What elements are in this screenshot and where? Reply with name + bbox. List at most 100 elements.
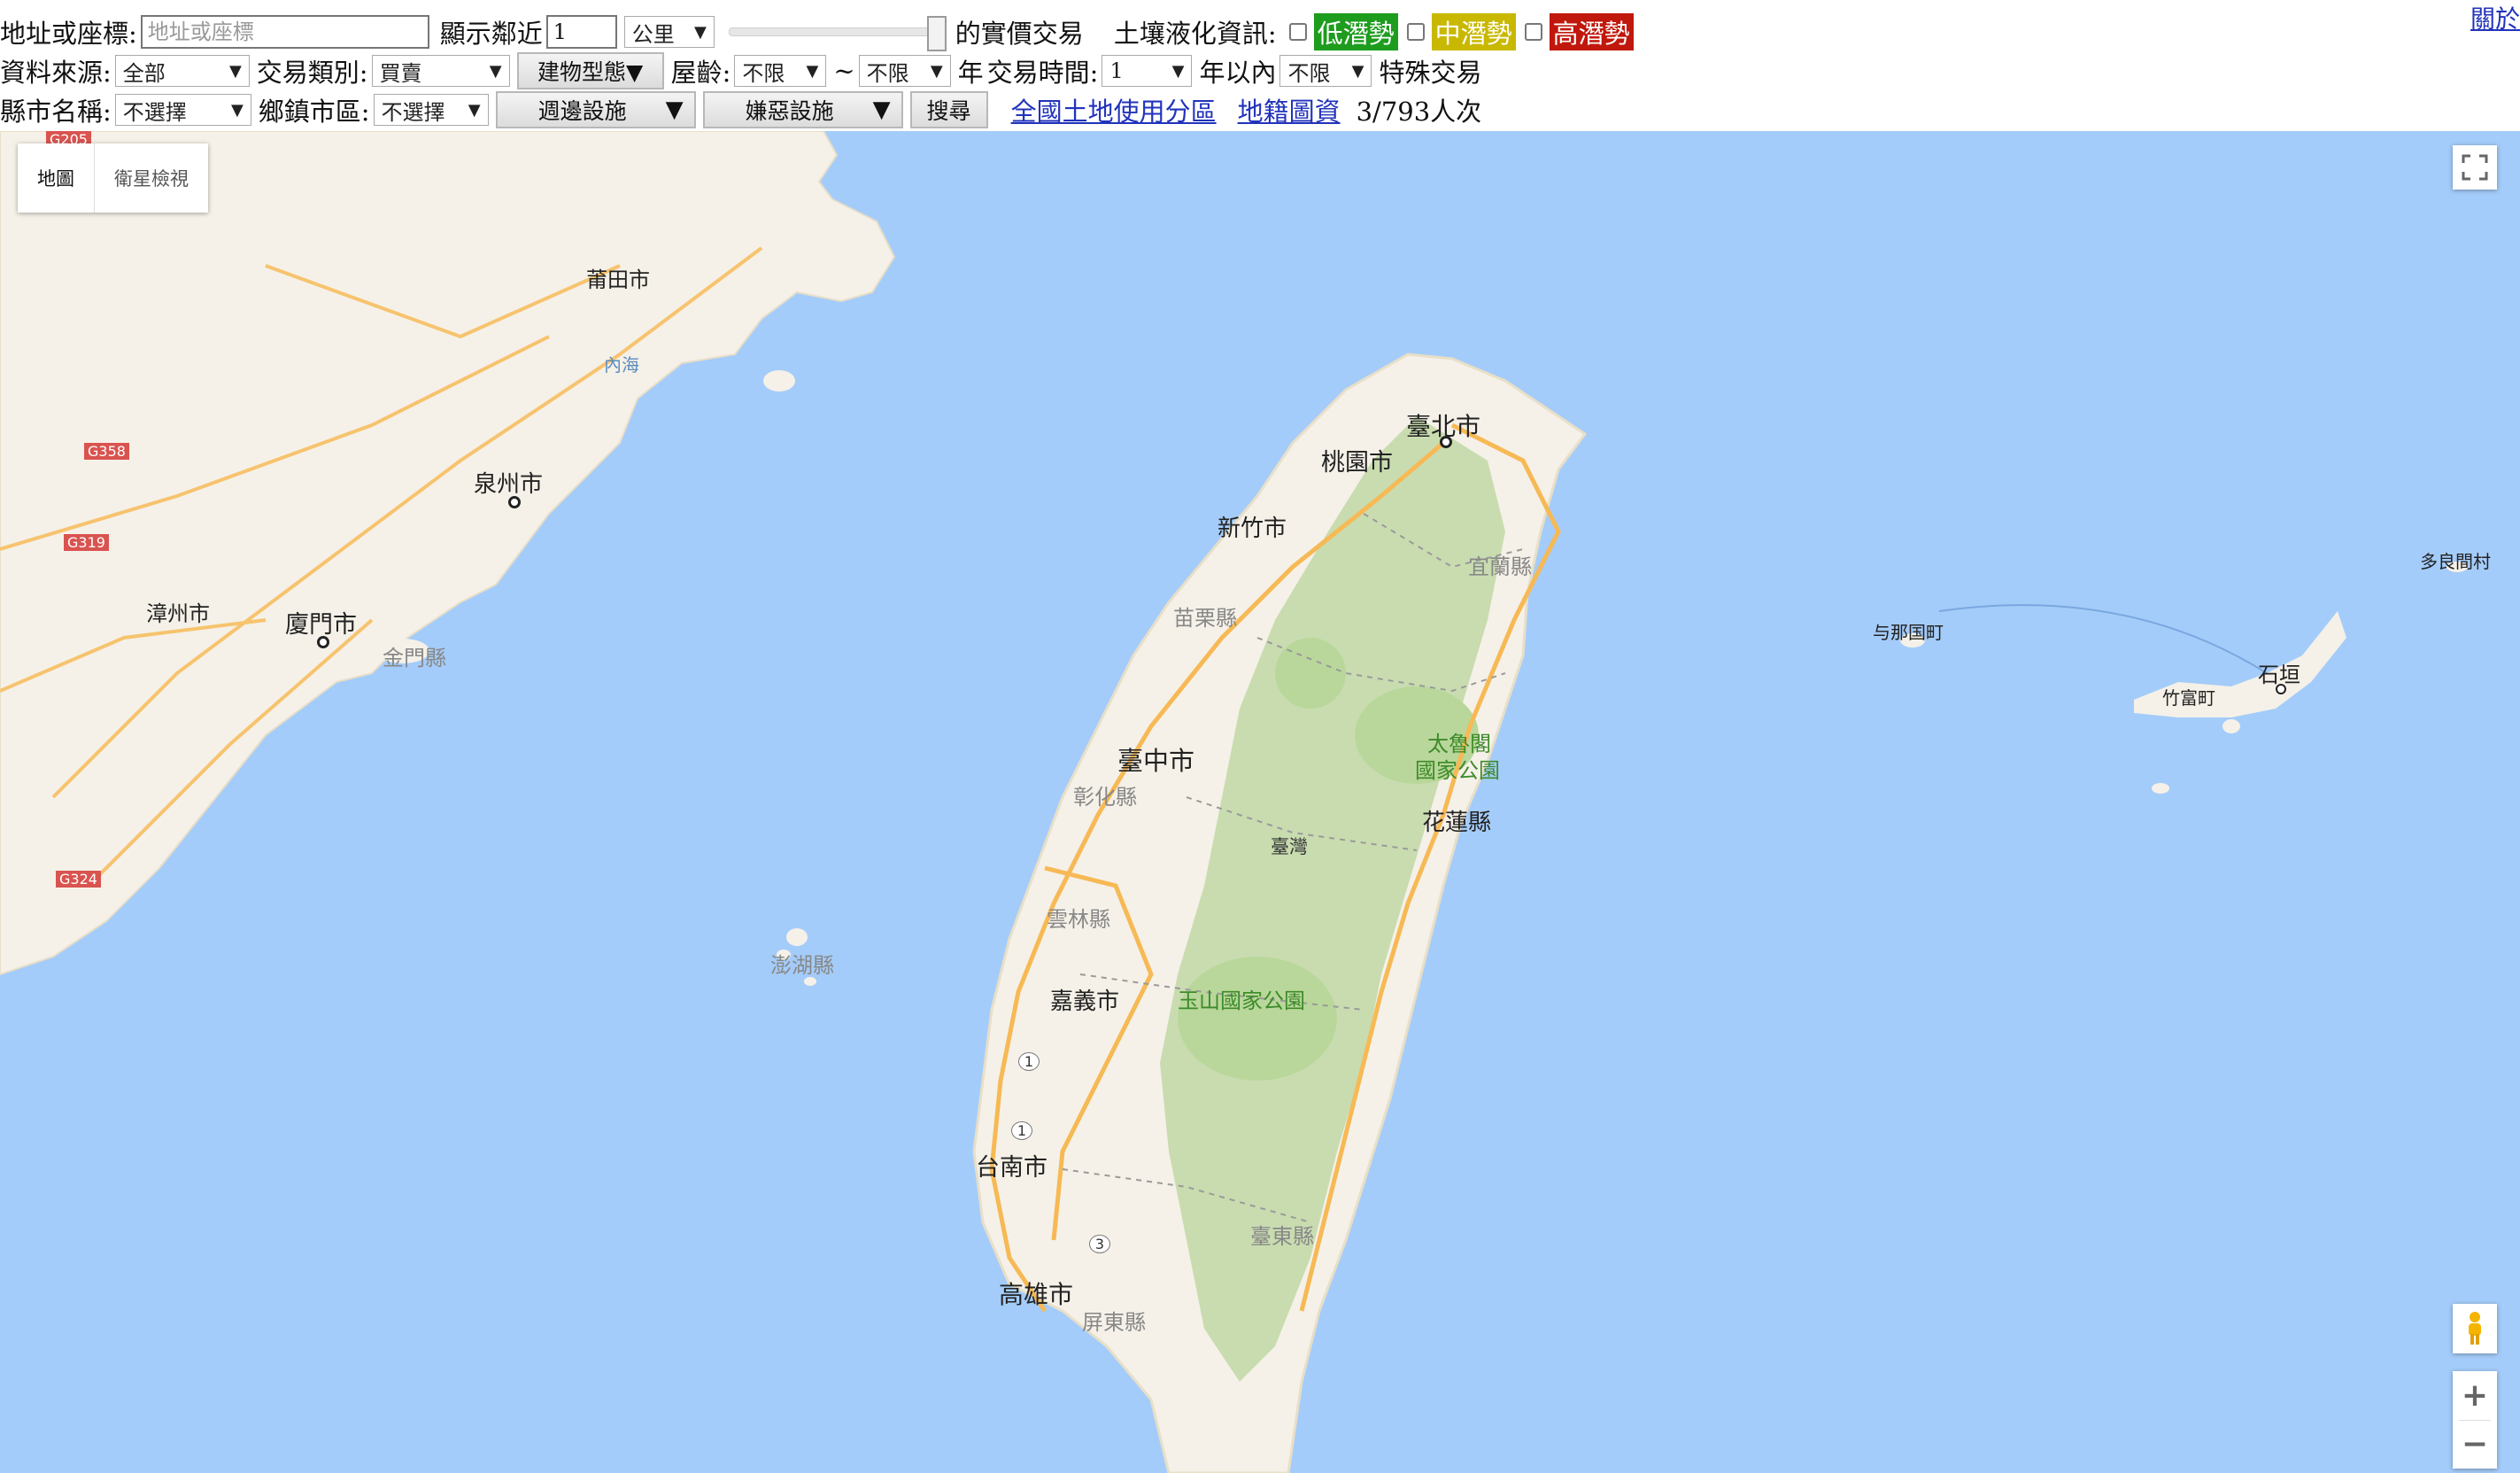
within-years-label: 年以內 bbox=[1199, 58, 1277, 88]
map-graphics bbox=[0, 131, 2468, 1473]
year-unit: 年 bbox=[957, 58, 984, 88]
unit-select[interactable]: 公里 ▼ bbox=[623, 16, 715, 48]
zoom-out-button[interactable]: − bbox=[2461, 1426, 2489, 1462]
highway-shield-1b: 1 bbox=[1011, 1121, 1032, 1140]
label-pingtung: 屏東縣 bbox=[1082, 1310, 1146, 1335]
highway-shield-g319: G319 bbox=[64, 534, 109, 551]
chevron-down-icon: ▼ bbox=[872, 97, 891, 123]
chevron-down-icon: ▼ bbox=[228, 61, 242, 81]
label-taketomi: 竹富町 bbox=[2162, 687, 2215, 709]
label-kaohsiung: 高雄市 bbox=[999, 1280, 1074, 1309]
age-to-select[interactable]: 不限 ▼ bbox=[858, 55, 951, 87]
taiwan-roads bbox=[989, 423, 1561, 1313]
city-marker-quanzhou bbox=[508, 496, 521, 508]
radius-input[interactable]: 1 bbox=[545, 15, 617, 49]
island-shape bbox=[376, 639, 429, 663]
slider-thumb[interactable] bbox=[926, 16, 947, 51]
unit-value: 公里 bbox=[631, 21, 675, 47]
mainland-landmass bbox=[0, 131, 896, 976]
mainland-roads bbox=[0, 246, 763, 888]
label-hsinchu: 新竹市 bbox=[1217, 516, 1287, 542]
trade-time-value: 1 bbox=[1109, 58, 1124, 83]
chevron-down-icon: ▼ bbox=[665, 97, 684, 123]
building-type-button[interactable]: 建物型態▼ bbox=[516, 52, 664, 89]
highway-shield-g358: G358 bbox=[84, 443, 129, 460]
landuse-link[interactable]: 全國土地使用分區 bbox=[1010, 97, 1217, 127]
yaeyama-islands bbox=[1900, 562, 2468, 794]
island-shape bbox=[823, 250, 877, 282]
trade-type-value: 買賣 bbox=[379, 60, 422, 86]
source-select[interactable]: 全部 ▼ bbox=[114, 55, 250, 87]
slider-track bbox=[728, 27, 947, 36]
chevron-down-icon: ▼ bbox=[693, 22, 707, 42]
label-taroko-2: 國家公園 bbox=[1415, 758, 1500, 783]
island-shape bbox=[763, 370, 795, 392]
label-taiwan: 臺灣 bbox=[1271, 836, 1308, 857]
zoom-divider bbox=[2459, 1419, 2491, 1421]
special-value: 不限 bbox=[1287, 60, 1331, 86]
label-miaoli: 苗栗縣 bbox=[1173, 606, 1237, 631]
age-from-select[interactable]: 不限 ▼ bbox=[734, 55, 827, 87]
trade-type-select[interactable]: 買賣 ▼ bbox=[371, 55, 510, 87]
pegman-icon bbox=[2469, 1312, 2481, 1345]
trade-time-select[interactable]: 1 ▼ bbox=[1102, 55, 1193, 87]
county-value: 不選擇 bbox=[122, 99, 187, 125]
soil-high-checkbox[interactable] bbox=[1524, 23, 1542, 41]
park-area bbox=[1275, 638, 1346, 709]
town-value: 不選擇 bbox=[381, 99, 445, 125]
label-yonaguni: 与那国町 bbox=[1873, 622, 1944, 643]
label-putian: 莆田市 bbox=[586, 267, 650, 292]
soil-low-tag: 低潛勢 bbox=[1313, 13, 1398, 50]
zoom-in-button[interactable]: + bbox=[2461, 1377, 2489, 1414]
label-penghu: 澎湖縣 bbox=[770, 953, 834, 978]
cadastral-link[interactable]: 地籍圖資 bbox=[1237, 97, 1341, 127]
radius-slider[interactable] bbox=[728, 16, 947, 51]
chevron-down-icon: ▼ bbox=[930, 61, 943, 81]
age-from-value: 不限 bbox=[742, 60, 785, 86]
fullscreen-icon bbox=[2462, 154, 2488, 181]
address-input[interactable] bbox=[140, 15, 429, 49]
street-view-pegman[interactable] bbox=[2453, 1304, 2497, 1353]
zoom-control: + − bbox=[2453, 1371, 2497, 1469]
nearby-facilities-button[interactable]: 週邊設施 ▼ bbox=[495, 91, 696, 128]
label-neihai: 內海 bbox=[604, 354, 639, 376]
label-tarama: 多良間村 bbox=[2420, 551, 2491, 572]
nuisance-facilities-button[interactable]: 嫌惡設施 ▼ bbox=[702, 91, 903, 128]
special-select[interactable]: 不限 ▼ bbox=[1279, 55, 1372, 87]
nuisance-label: 嫌惡設施 bbox=[745, 98, 834, 124]
chevron-down-icon: ▼ bbox=[230, 100, 243, 120]
county-select[interactable]: 不選擇 ▼ bbox=[114, 94, 251, 126]
town-select[interactable]: 不選擇 ▼ bbox=[373, 94, 489, 126]
label-taoyuan: 桃園市 bbox=[1321, 449, 1393, 477]
chevron-down-icon: ▼ bbox=[1171, 61, 1185, 81]
label-xiamen: 廈門市 bbox=[285, 611, 357, 639]
label-taichung: 臺中市 bbox=[1117, 746, 1195, 776]
age-tilde: ~ bbox=[833, 56, 855, 86]
map-type-map-button[interactable]: 地圖 bbox=[18, 143, 95, 213]
search-button[interactable]: 搜尋 bbox=[909, 91, 988, 128]
fullscreen-button[interactable] bbox=[2453, 145, 2497, 190]
visitor-count: 3/793人次 bbox=[1356, 97, 1482, 127]
show-near-label: 顯示鄰近 bbox=[439, 19, 543, 49]
map-type-satellite-button[interactable]: 衛星檢視 bbox=[114, 168, 189, 190]
soil-low-checkbox[interactable] bbox=[1288, 23, 1307, 41]
map-type-control: 地圖 衛星檢視 bbox=[18, 143, 208, 213]
label-quanzhou: 泉州市 bbox=[474, 471, 544, 498]
taiwan-mountains bbox=[1160, 416, 1505, 1382]
ferry-route bbox=[1938, 604, 2268, 674]
search-toolbar: 地址或座標: 顯示鄰近 1 公里▼ 的實價交易 土壤液化資訊: 低潛勢 中潛勢 … bbox=[0, 0, 2520, 131]
trade-type-label: 交易類別: bbox=[256, 58, 368, 88]
address-label: 地址或座標: bbox=[0, 19, 137, 49]
soil-label: 土壤液化資訊: bbox=[1113, 19, 1277, 49]
label-zhangzhou: 漳州市 bbox=[146, 601, 210, 626]
park-area bbox=[1355, 686, 1479, 784]
label-jinmen: 金門縣 bbox=[383, 646, 446, 671]
trade-time-label: 交易時間: bbox=[986, 58, 1099, 88]
town-label: 鄉鎮市區: bbox=[258, 97, 370, 127]
about-link[interactable]: 關於 bbox=[2470, 4, 2520, 34]
soil-mid-checkbox[interactable] bbox=[1406, 23, 1425, 41]
source-value: 全部 bbox=[122, 60, 166, 86]
label-yunlin: 雲林縣 bbox=[1047, 907, 1110, 932]
chevron-down-icon: ▼ bbox=[806, 61, 819, 81]
map-canvas[interactable]: 莆田市 泉州市 漳州市 廈門市 金門縣 內海 澎湖縣 臺北市 桃園市 新竹市 宜… bbox=[0, 131, 2520, 1473]
